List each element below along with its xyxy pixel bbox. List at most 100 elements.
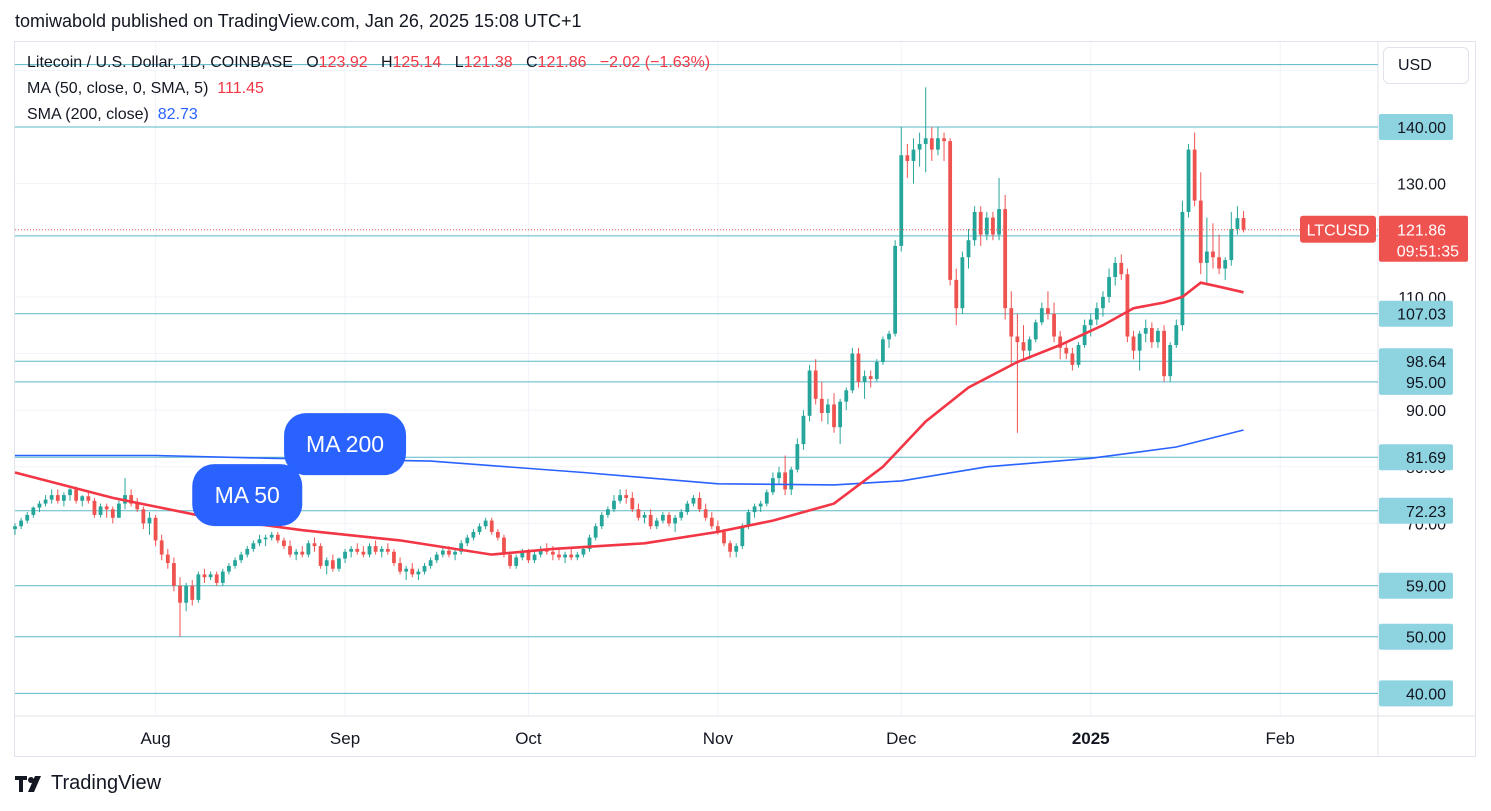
candle-body (227, 565, 231, 572)
candle-body (1064, 347, 1069, 354)
candle-body (294, 551, 299, 555)
callout-bubble (284, 413, 407, 476)
legend-sma200[interactable]: SMA (200, close) 82.73 (27, 106, 198, 124)
candle-body (801, 415, 806, 445)
candle-body (483, 520, 488, 527)
legend-ma50-value: 111.45 (217, 80, 264, 97)
candle-body (807, 370, 812, 416)
candle-body (691, 497, 696, 504)
candle-body (850, 353, 855, 391)
candle-body (1131, 336, 1136, 351)
candle-body (1186, 149, 1191, 212)
candle-body (288, 546, 292, 555)
candle-body (991, 217, 995, 235)
tradingview-brand[interactable]: TradingView (15, 772, 161, 795)
candle-body (135, 503, 140, 510)
candle-body (1217, 257, 1221, 269)
level-tag-label: 72.23 (1406, 504, 1446, 521)
candle-body (722, 531, 726, 544)
candle-body (728, 543, 733, 552)
candle-body (936, 138, 940, 150)
legend-sma200-value: 82.73 (157, 106, 198, 123)
legend-ma50[interactable]: MA (50, close, 0, SMA, 5) 111.45 (27, 80, 264, 98)
candle-body (532, 554, 537, 561)
candle-body (184, 585, 189, 603)
candle-body (777, 472, 781, 479)
x-tick-label: Aug (140, 729, 170, 748)
candle-body (410, 568, 415, 575)
legend-symbol[interactable]: Litecoin / U.S. Dollar, 1D, COINBASE (27, 54, 293, 71)
candle-body (239, 554, 244, 561)
candle-body (19, 520, 24, 527)
candle-body (1058, 336, 1063, 348)
candle-body (709, 517, 714, 527)
candle-body (905, 155, 910, 161)
candle-body (1149, 328, 1154, 343)
candle-body (465, 537, 470, 544)
candle-body (660, 514, 665, 521)
currency-button[interactable]: USD (1383, 47, 1469, 84)
candle-body (929, 138, 934, 150)
candle-body (752, 506, 757, 513)
candle-body (159, 540, 164, 555)
candle-body (428, 560, 433, 566)
candle-body (569, 554, 574, 558)
candle-body (233, 560, 237, 566)
candle-body (306, 543, 311, 555)
candle-body (220, 571, 225, 583)
candle-body (917, 143, 922, 150)
candle-body (1162, 330, 1166, 377)
candle-body (355, 548, 360, 552)
candle-body (1119, 262, 1124, 275)
candle-body (819, 398, 824, 413)
candle-body (1021, 342, 1026, 351)
candle-body (1113, 262, 1118, 278)
level-tag-label: 40.00 (1406, 686, 1446, 703)
x-tick-label: 2025 (1072, 729, 1110, 748)
candle-body (141, 509, 146, 524)
candle-body (489, 520, 494, 532)
level-tag-label: 107.03 (1397, 307, 1446, 324)
level-tag-label: 140.00 (1397, 120, 1446, 137)
candle-body (1204, 251, 1209, 263)
candle-body (1052, 313, 1056, 337)
candle-body (550, 551, 555, 555)
candle-body (1229, 228, 1234, 261)
candle-body (758, 503, 763, 507)
candle-body (1143, 328, 1148, 334)
legend-low-value: 121.38 (463, 54, 513, 71)
candle-body (117, 503, 121, 518)
candle-body (312, 543, 317, 547)
level-tag (1379, 623, 1453, 650)
candle-body (1137, 333, 1142, 351)
candle-body (789, 469, 794, 490)
level-tag-label: 95.00 (1406, 375, 1446, 392)
candle-body (440, 550, 445, 555)
candle-body (324, 560, 329, 566)
candle-body (68, 489, 72, 496)
candle-body (514, 557, 519, 566)
candle-body (434, 554, 439, 561)
candle-body (673, 517, 678, 524)
y-tick-label: 130.00 (1397, 177, 1446, 194)
level-tag-label: 98.64 (1406, 354, 1446, 371)
candle-body (1241, 218, 1246, 230)
candle-body (1015, 336, 1020, 343)
legend-close-value: 121.86 (537, 54, 587, 71)
candle-body (972, 211, 977, 241)
y-tick-label: 90.00 (1406, 403, 1446, 420)
candle-body (1192, 149, 1197, 201)
x-tick-label: Dec (886, 729, 917, 748)
candle-body (86, 496, 91, 501)
candle-body (349, 548, 354, 552)
level-tag-label: 59.00 (1406, 579, 1446, 596)
candle-body (624, 495, 629, 498)
candle-body (208, 574, 213, 578)
candle-body (373, 546, 378, 552)
candle-body (398, 563, 402, 572)
candle-body (1156, 330, 1160, 343)
candle-body (893, 245, 898, 334)
candle-body (844, 390, 849, 402)
candle-body (282, 540, 286, 547)
